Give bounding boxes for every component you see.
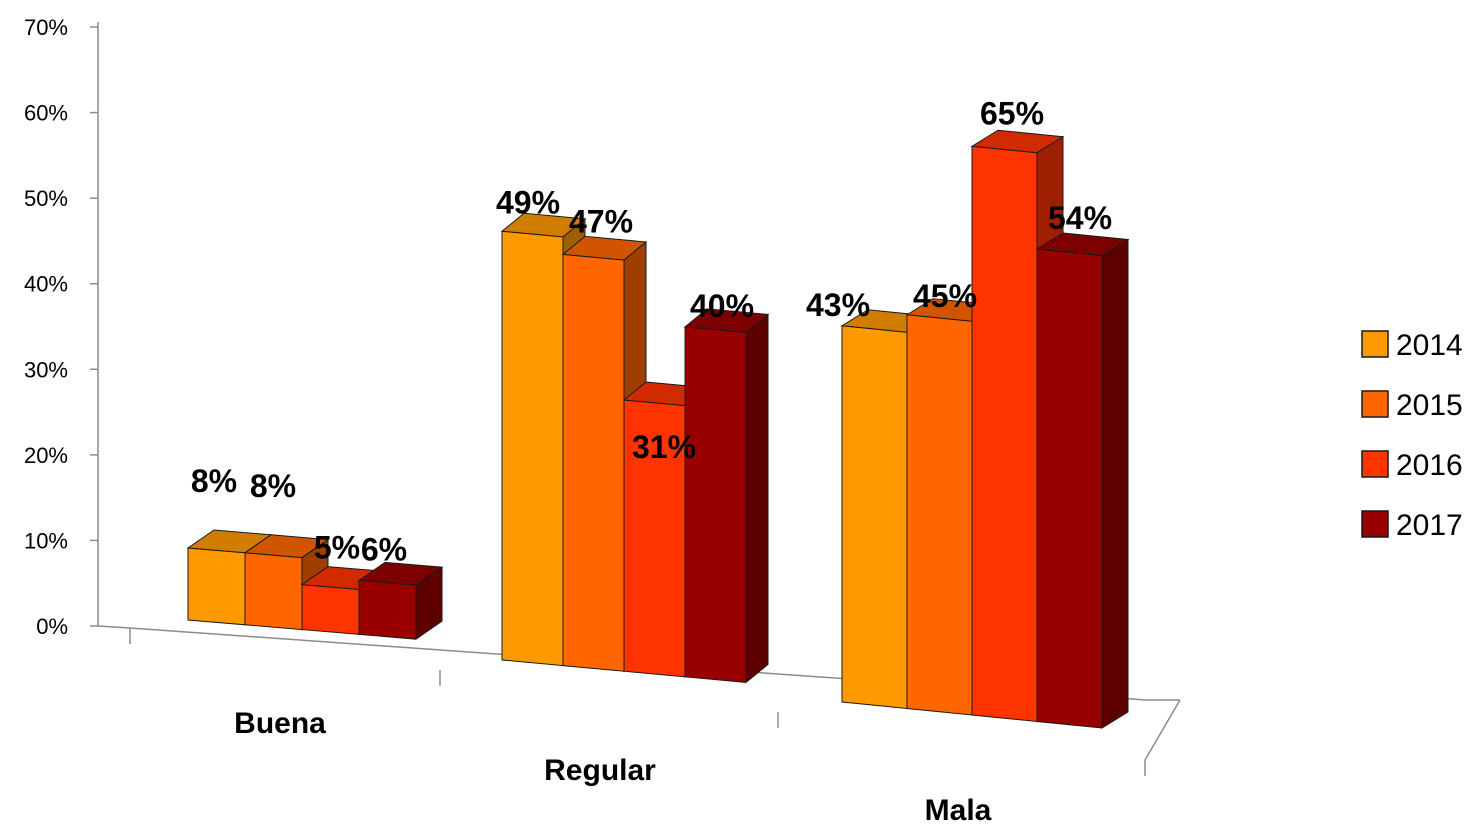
data-label-2015-buena: 8% xyxy=(250,468,296,504)
bar-side-2017-mala xyxy=(1101,238,1129,729)
axes: 0% 10% 20% 30% 40% 50% 60% 70% Buena Regular Mala xyxy=(24,15,1181,826)
bar-top-2017-mala xyxy=(1035,232,1130,257)
floor-left-edge xyxy=(97,625,131,629)
data-labels: 8% 8% 5% 6% 49%47% 31% 40% 43% 45% 65% 54% xyxy=(191,95,1112,567)
data-label-2017-buena: 6% xyxy=(361,531,407,567)
bar-top-2015-buena xyxy=(243,534,330,559)
bar-2017-mala xyxy=(1036,248,1103,729)
data-label-2017-regular: 40% xyxy=(690,288,754,324)
bar-top-2017-regular xyxy=(683,308,770,333)
data-label-2014-regular: 49% xyxy=(496,184,560,220)
legend-label-2017: 2017 xyxy=(1396,509,1463,542)
floor-front-edge xyxy=(129,627,1180,701)
y-tick-label: 60% xyxy=(24,101,68,126)
category-label: Regular xyxy=(544,754,656,787)
bar-2016-mala xyxy=(971,145,1038,723)
data-label-2016-mala: 65% xyxy=(980,95,1044,131)
bar-2017-buena xyxy=(358,579,417,640)
y-tick-label: 10% xyxy=(24,528,68,553)
floor-right-edge xyxy=(1144,699,1181,761)
y-tick-label: 50% xyxy=(24,186,68,211)
bar-2014-regular xyxy=(501,230,564,667)
bar-top-2017-buena xyxy=(357,561,444,586)
data-label-2015-regular: 47% xyxy=(569,203,633,239)
legend-label-2014: 2014 xyxy=(1396,329,1463,362)
legend: 2014 2015 2016 2017 xyxy=(1361,329,1463,542)
legend-swatch-2014 xyxy=(1361,330,1389,358)
category-label: Buena xyxy=(234,707,326,740)
bar-2017-regular xyxy=(684,326,747,683)
bar-top-2014-regular xyxy=(500,212,587,238)
bar-2016-buena xyxy=(301,584,360,635)
y-tick-label: 40% xyxy=(24,272,68,297)
bar-2014-buena xyxy=(187,547,246,626)
data-label-2014-mala: 43% xyxy=(806,287,870,323)
data-label-2016-regular: 31% xyxy=(632,429,696,465)
y-tick-label: 30% xyxy=(24,357,68,382)
bar-2015-buena xyxy=(244,552,303,631)
legend-swatch-2015 xyxy=(1361,390,1389,418)
bars xyxy=(186,129,1130,729)
legend-label-2015: 2015 xyxy=(1396,389,1463,422)
category-label: Mala xyxy=(925,794,992,826)
legend-label-2016: 2016 xyxy=(1396,449,1463,482)
legend-swatch-2016 xyxy=(1361,450,1389,478)
legend-swatch-2017 xyxy=(1361,510,1389,538)
y-tick-label: 20% xyxy=(24,443,68,468)
bar-2015-mala xyxy=(906,314,973,716)
bar-side-2017-regular xyxy=(745,313,769,684)
bar-2014-mala xyxy=(841,325,908,710)
data-label-2016-buena: 5% xyxy=(314,530,360,566)
bar-top-2016-mala xyxy=(970,129,1065,154)
data-label-2014-buena: 8% xyxy=(191,463,237,499)
data-label-2015-mala: 45% xyxy=(913,278,977,314)
y-tick-label: 70% xyxy=(24,15,68,40)
bar-2015-regular xyxy=(562,253,625,672)
data-label-2017-mala: 54% xyxy=(1048,200,1112,236)
bar-top-2015-regular xyxy=(561,235,648,261)
y-tick-label: 0% xyxy=(36,614,68,639)
